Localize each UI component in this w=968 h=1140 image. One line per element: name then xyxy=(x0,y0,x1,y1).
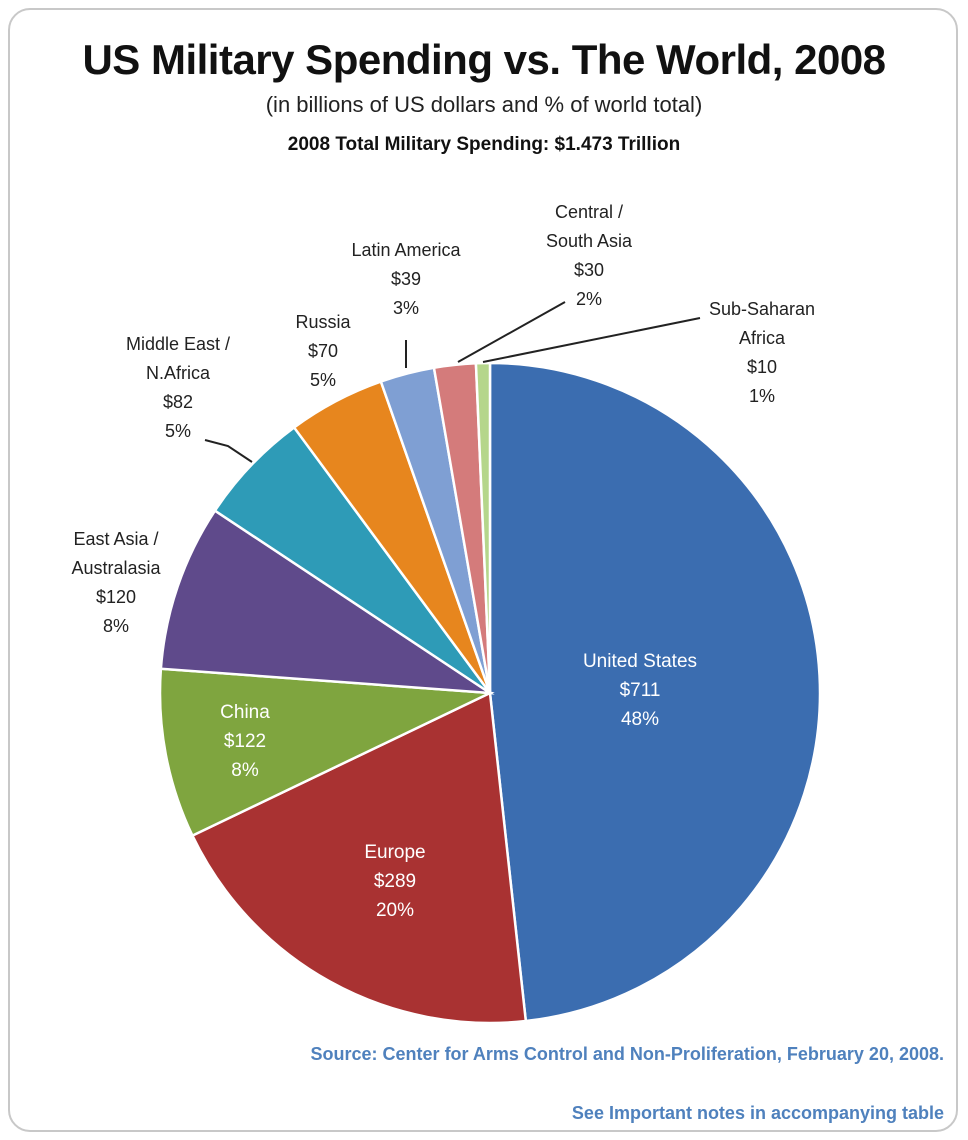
source-note: Source: Center for Arms Control and Non-… xyxy=(310,1044,944,1064)
chart-title: US Military Spending vs. The World, 2008 xyxy=(82,36,886,83)
pie-slice-europe xyxy=(190,691,528,1025)
slice-label: East Asia / Australasia $120 8% xyxy=(71,529,161,636)
slice-label: China $122 8% xyxy=(220,702,270,781)
pie-slice-united-states xyxy=(488,361,822,1023)
slice-label: Latin America $39 3% xyxy=(351,240,461,318)
slice-label: Sub-Saharan Africa $10 1% xyxy=(709,299,815,406)
slice-label: United States $711 48% xyxy=(583,651,697,730)
leader-line xyxy=(482,317,701,363)
chart-subtitle: (in billions of US dollars and % of worl… xyxy=(265,92,703,117)
pie-slice-china xyxy=(158,667,495,838)
slice-label: Middle East / N.Africa $82 5% xyxy=(126,334,230,441)
total-spending-label: 2008 Total Military Spending: $1.473 Tri… xyxy=(287,134,681,155)
slice-label: Russia $70 5% xyxy=(295,312,351,390)
table-note: See Important notes in accompanying tabl… xyxy=(571,1103,944,1123)
pie-slice-east-asia-australasia xyxy=(159,508,495,695)
slice-label: Europe $289 20% xyxy=(364,842,425,921)
slice-label: Central / South Asia $30 2% xyxy=(546,202,633,309)
leader-line xyxy=(204,439,253,463)
leader-line xyxy=(457,301,566,363)
pie-slice-sub-saharan-africa xyxy=(474,361,492,694)
